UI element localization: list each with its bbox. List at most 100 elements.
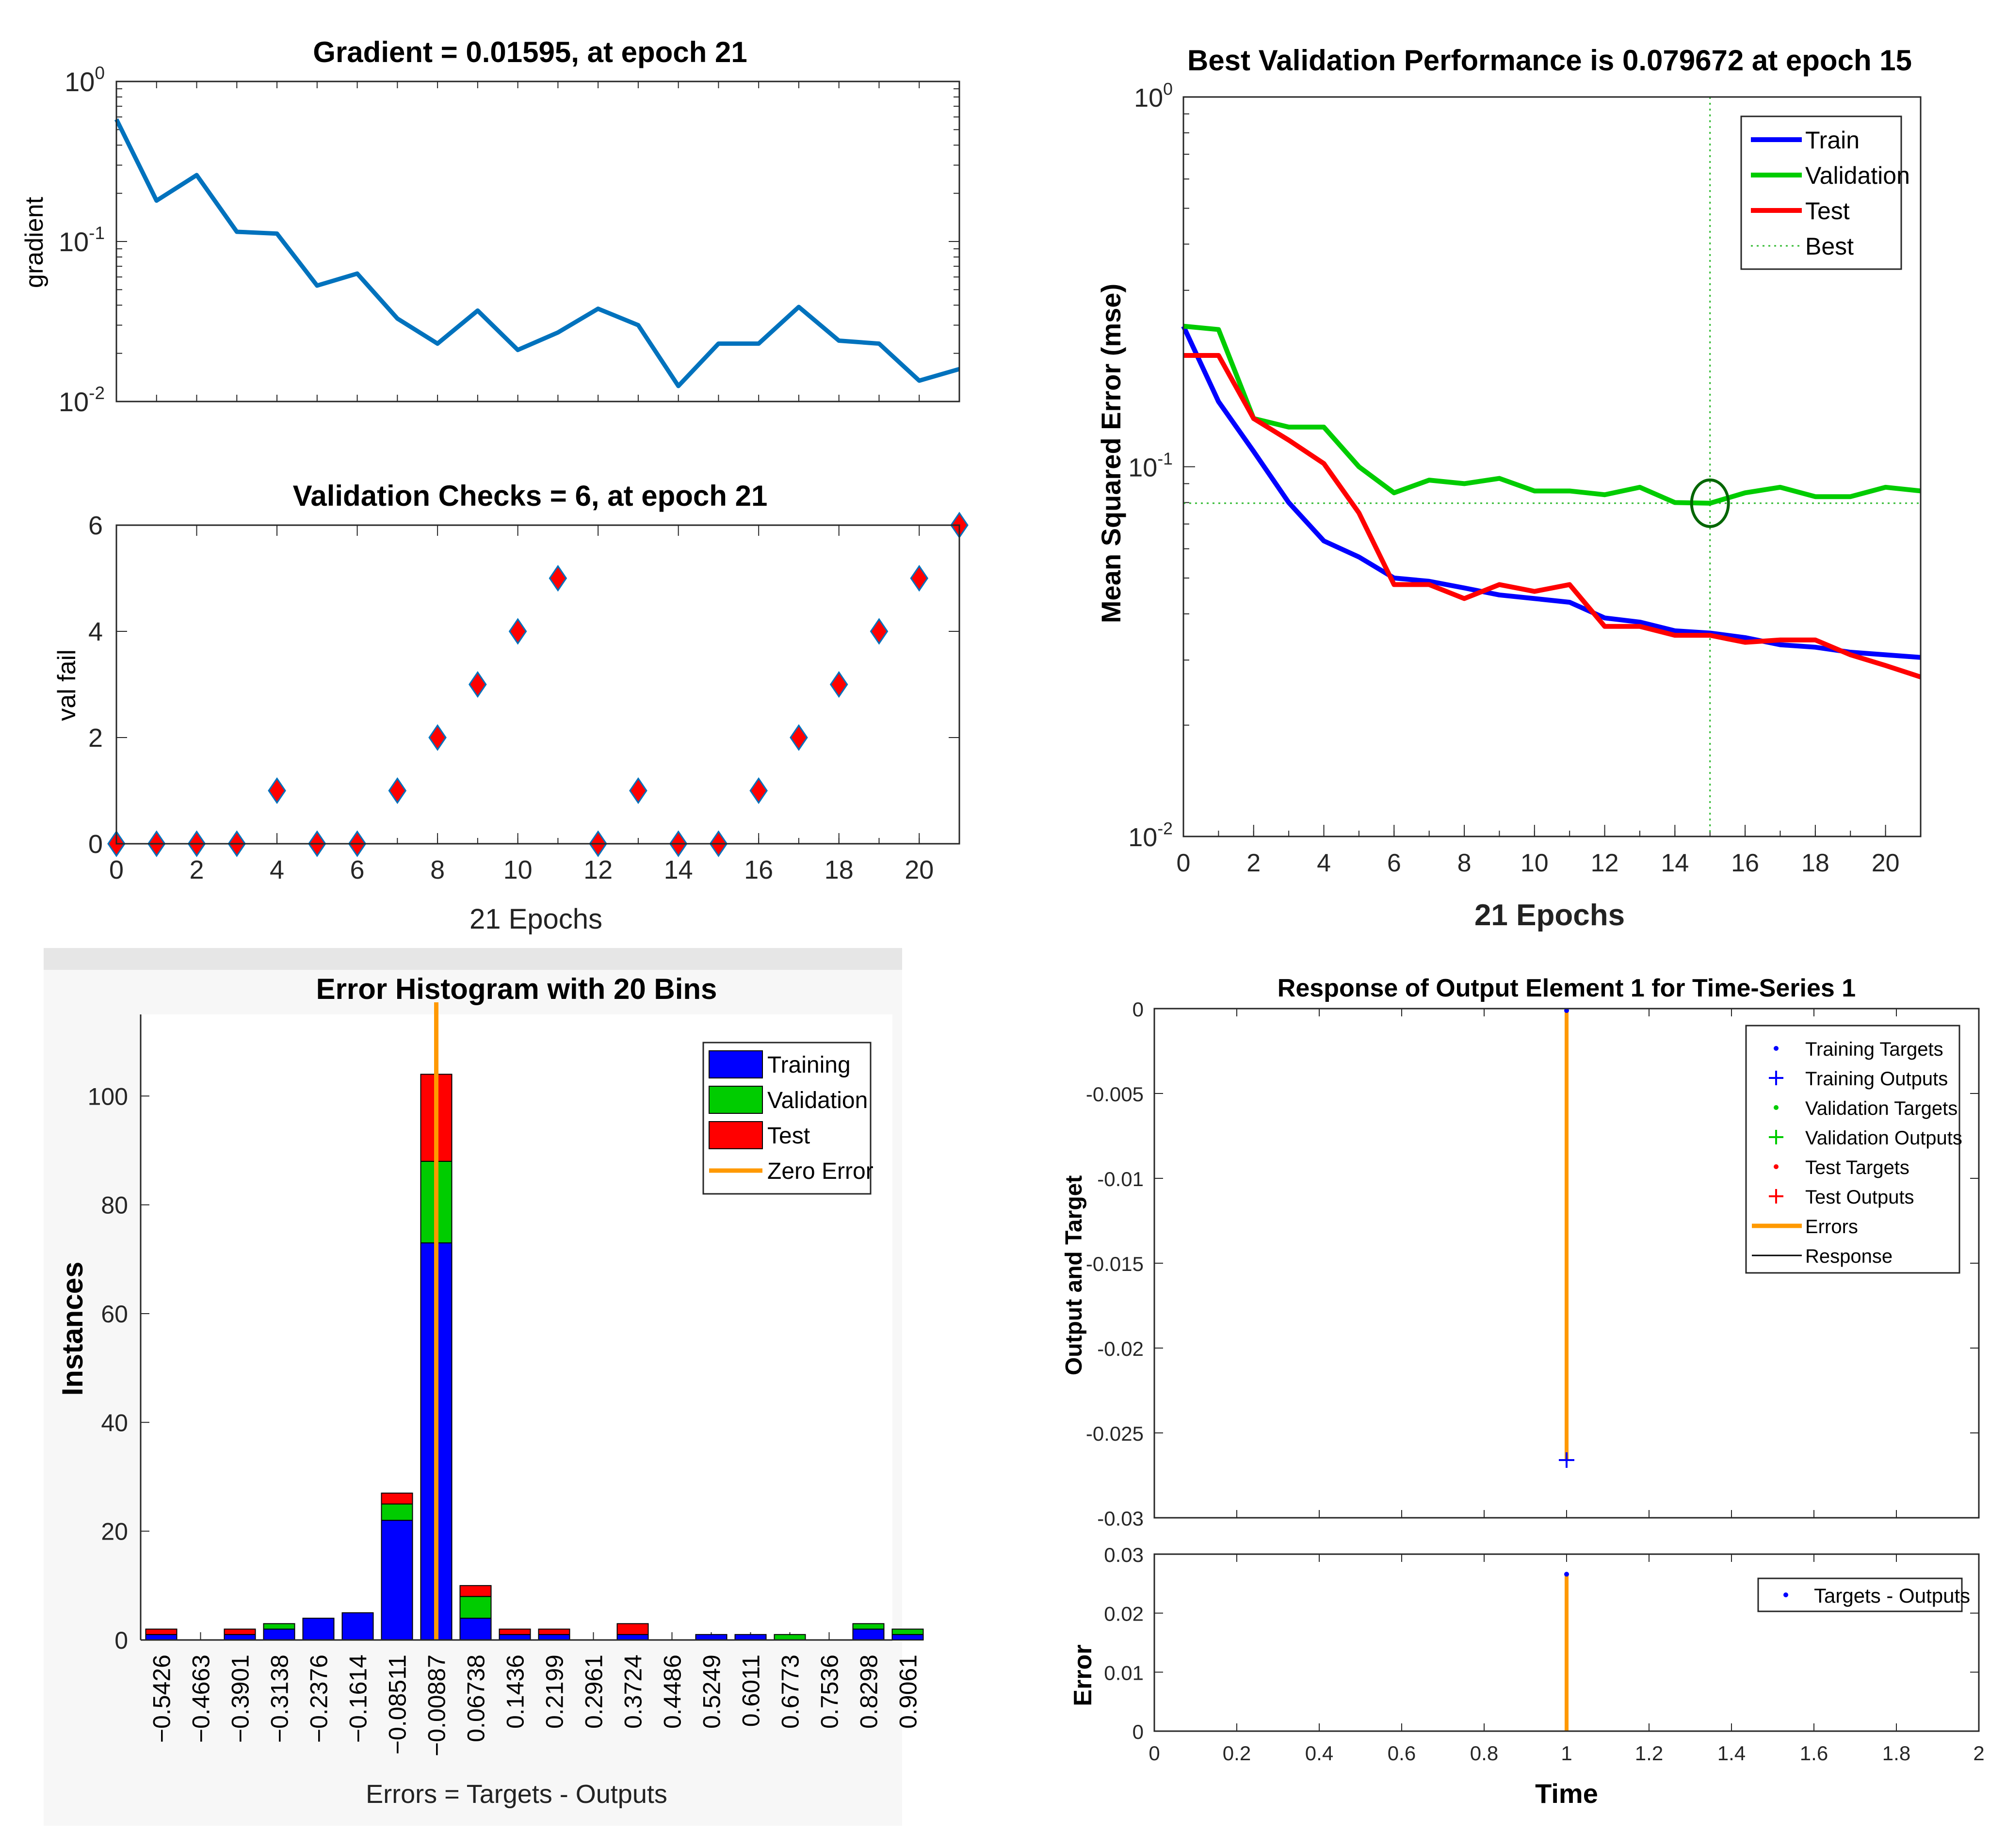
response-legend-label: Training Outputs [1805,1068,1948,1090]
performance-ytick-label: 10-2 [1128,819,1173,852]
error-ytick-label: 0.02 [1104,1603,1144,1625]
histogram-ytick-label: 80 [101,1192,128,1219]
histogram-bar-training [891,1634,924,1641]
error-legend-label: Targets - Outputs [1814,1584,1970,1607]
histogram-legend-label: Test [767,1123,810,1149]
valchecks-xtick-label: 6 [350,855,365,884]
histogram-legend-label: Zero Error [767,1158,874,1184]
performance-xtick-label: 14 [1661,849,1689,877]
error-legend-swatch [1783,1592,1788,1597]
histogram-xtick-label: 0.06738 [463,1655,490,1742]
performance-xtick-label: 18 [1801,849,1829,877]
error-axes-box [1153,1553,1980,1732]
response-ytick-label: 0 [1132,998,1144,1021]
error-xtick-label: 1.8 [1882,1742,1910,1765]
histogram-xtick-label: 0.7536 [816,1655,843,1729]
valchecks-ytick-label: 0 [88,830,103,859]
histogram-bar-training [538,1634,570,1641]
performance-xlabel: 21 Epochs [1474,899,1625,932]
error-xtick-label: 1.4 [1717,1742,1746,1765]
response-legend-label: Validation Targets [1805,1098,1957,1119]
response-ytick-label: -0.03 [1097,1507,1144,1530]
histogram-bar-training [381,1520,413,1640]
histogram-xtick-label: 0.5249 [698,1655,726,1729]
histogram-bar-training [852,1628,885,1640]
response-ytick-label: -0.025 [1086,1422,1144,1445]
error-panel: Error Time 0 0.2 0.4 0.6 0.8 1 1.2 1.4 1.6 1.8 2 0 0… [1069,1543,1985,1809]
histogram-bar-validation [263,1623,295,1630]
histogram-bar-test [499,1628,531,1635]
valchecks-point [629,777,647,804]
histogram-xtick-label: −0.3138 [266,1655,293,1743]
histogram-bar-training [224,1634,256,1641]
performance-xtick-label: 12 [1591,849,1619,877]
response-panel: Response of Output Element 1 for Time-Se… [1061,974,1980,1530]
performance-line-validation [1183,323,1921,506]
histogram-xtick-label: −0.08511 [384,1655,411,1754]
histogram-panel: Error Histogram with 20 Bins Instances E… [44,948,924,1826]
performance-panel: Best Validation Performance is 0.079672 … [1096,44,1922,932]
histogram-xtick-label: 0.2199 [541,1655,568,1729]
performance-line-test [1183,353,1922,679]
histogram-bar-training [499,1634,531,1641]
histogram-legend-label: Training [767,1052,851,1078]
valchecks-xtick-label: 4 [270,855,284,884]
error-ytick-label: 0 [1132,1720,1144,1743]
histogram-xtick-label: −0.1614 [345,1655,372,1743]
error-xtick-label: 0 [1149,1742,1160,1765]
histogram-xtick-label: 0.6773 [777,1655,804,1729]
histogram-bar-validation [459,1596,492,1619]
histogram-xtick-label: −0.00887 [423,1655,451,1756]
valchecks-xtick-label: 0 [109,855,124,884]
error-xtick-label: 1.6 [1800,1742,1828,1765]
valchecks-ylabel: val fail [53,649,81,721]
performance-xtick-label: 10 [1521,849,1549,877]
histogram-legend-label: Validation [767,1088,868,1113]
response-axes-box [1153,1008,1980,1519]
histogram-legend-swatch-test [709,1121,763,1149]
valchecks-xtick-label: 2 [190,855,204,884]
validation-checks-panel: Validation Checks = 6, at epoch 21 val f… [53,480,969,935]
histogram-xtick-label: 0.8298 [856,1655,883,1729]
performance-legend-label-validation: Validation [1805,162,1910,189]
histogram-bar-test [459,1585,492,1597]
valchecks-point [790,724,808,751]
histogram-legend-swatch-validation [709,1086,763,1114]
histogram-bar-validation [891,1628,924,1635]
histogram-ytick-label: 100 [88,1083,128,1110]
valchecks-xtick-label: 18 [825,855,854,884]
histogram-ytick-label: 20 [101,1518,128,1545]
response-legend-label: Validation Outputs [1805,1127,1962,1149]
histogram-bar-test [616,1623,649,1635]
response-legend-label: Training Targets [1805,1039,1943,1060]
response-ytick-label: -0.01 [1097,1168,1144,1190]
histogram-xtick-label: 0.4486 [659,1655,686,1729]
valchecks-xtick-label: 10 [503,855,533,884]
gradient-title: Gradient = 0.01595, at epoch 21 [313,36,747,68]
histogram-bar-training [341,1612,374,1641]
valchecks-point [508,618,527,645]
error-ytick-label: 0.03 [1104,1543,1144,1566]
histogram-legend-swatch-training [709,1050,763,1078]
performance-xtick-label: 0 [1177,849,1191,877]
valchecks-ytick-label: 4 [88,617,103,646]
response-legend-label: Errors [1805,1216,1858,1237]
response-legend-swatch [1774,1046,1779,1051]
histogram-bar-training [145,1634,178,1641]
error-legend-box [1757,1577,1963,1612]
performance-xtick-label: 2 [1246,849,1261,877]
response-legend-label: Test Targets [1805,1157,1909,1178]
histogram-bar-test [145,1628,178,1635]
histogram-ytick-label: 60 [101,1301,128,1328]
histogram-bar-training [263,1628,295,1640]
error-xtick-label: 0.6 [1388,1742,1416,1765]
valchecks-ytick-label: 6 [88,511,103,540]
performance-title: Best Validation Performance is 0.079672 … [1187,44,1912,77]
performance-legend-label-best: Best [1805,233,1854,260]
histogram-ytick-label: 0 [114,1627,128,1654]
histogram-ytick-label: 40 [101,1409,128,1436]
error-xtick-label: 2 [1973,1742,1984,1765]
gradient-line [114,118,960,388]
histogram-bar-validation [852,1623,885,1630]
valchecks-point [749,777,768,804]
